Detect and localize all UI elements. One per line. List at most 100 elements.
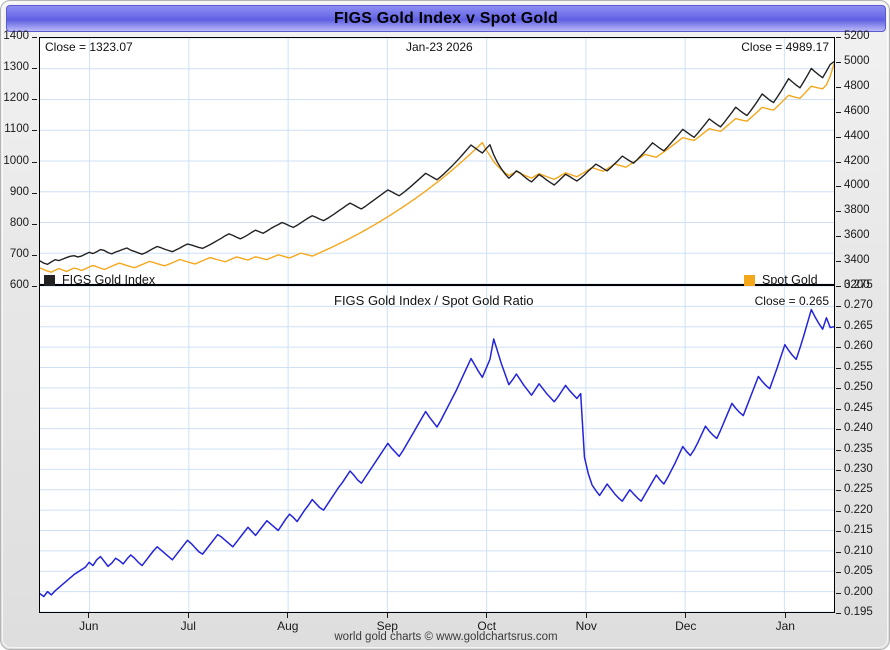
ratio-right-tick <box>836 592 841 594</box>
price-left-tick <box>32 192 37 194</box>
ratio-right-tick-label: 0.215 <box>844 524 873 537</box>
ratio-right-tick <box>836 531 841 533</box>
x-axis-tick <box>585 613 587 618</box>
footer-credit: world gold charts © www.goldchartsrus.co… <box>334 631 558 643</box>
square-marker-icon <box>44 274 55 286</box>
x-axis-tick <box>287 613 289 618</box>
price-left-tick <box>32 286 37 287</box>
ratio-right-tick <box>836 388 841 390</box>
ratio-right-tick <box>836 286 841 287</box>
price-right-tick-label: 5000 <box>844 54 870 67</box>
top-close-right-label: Close = 4989.17 <box>741 40 829 54</box>
ratio-right-tick-label: 0.270 <box>844 299 873 312</box>
price-right-tick-label: 5200 <box>844 30 870 42</box>
ratio-right-tick-label: 0.245 <box>844 401 873 414</box>
window-title-bar: FIGS Gold Index v Spot Gold <box>6 5 886 32</box>
legend-label-figs: FIGS Gold Index <box>62 273 156 287</box>
price-left-tick-label: 1100 <box>4 123 29 136</box>
ratio-right-tick-label: 0.210 <box>844 544 873 557</box>
ratio-panel <box>39 286 835 613</box>
ratio-right-tick <box>836 490 841 492</box>
x-axis-tick-label: Jun <box>79 619 99 633</box>
price-left-tick-label: 1300 <box>3 61 29 74</box>
ratio-close-label: Close = 0.265 <box>754 294 829 308</box>
x-axis-tick <box>386 613 388 618</box>
price-left-tick-label: 1000 <box>3 154 29 167</box>
ratio-right-tick-label: 0.265 <box>844 319 873 332</box>
x-axis-tick <box>784 613 786 618</box>
price-left-tick-label: 700 <box>9 247 29 260</box>
ratio-right-tick-label: 0.200 <box>844 585 873 598</box>
price-left-tick <box>32 254 37 256</box>
price-right-tick-label: 4400 <box>844 129 870 142</box>
price-right-tick <box>836 136 841 138</box>
price-left-tick-label: 1400 <box>3 30 29 42</box>
price-right-tick <box>836 186 841 188</box>
x-axis-tick-label: Oct <box>477 619 497 633</box>
price-left-tick-label: 1200 <box>3 92 29 105</box>
price-right-tick-label: 4200 <box>844 154 870 167</box>
ratio-right-tick-label: 0.195 <box>844 606 873 618</box>
x-axis-tick-label: Nov <box>575 619 597 633</box>
square-marker-icon <box>744 274 755 286</box>
x-axis-tick-label: Dec <box>675 619 697 633</box>
price-panel <box>39 37 835 286</box>
x-axis-tick <box>187 613 189 618</box>
ratio-right-tick-label: 0.225 <box>844 483 873 496</box>
ratio-right-tick <box>836 613 841 614</box>
top-date-label: Jan-23 2026 <box>406 40 473 54</box>
ratio-right-tick-label: 0.240 <box>844 422 873 435</box>
price-right-tick-label: 4600 <box>844 104 870 117</box>
x-axis-tick-label: Jan <box>775 619 795 633</box>
price-right-tick <box>836 61 841 63</box>
ratio-right-tick <box>836 429 841 431</box>
price-right-tick <box>836 261 841 263</box>
price-right-tick <box>836 86 841 88</box>
ratio-right-tick-label: 0.235 <box>844 442 873 455</box>
x-axis-tick <box>486 613 488 618</box>
price-left-tick <box>32 99 37 101</box>
ratio-right-tick-label: 0.220 <box>844 503 873 516</box>
price-left-tick <box>32 130 37 132</box>
x-axis-tick-label: Aug <box>277 619 299 633</box>
ratio-right-tick <box>836 510 841 512</box>
ratio-right-tick <box>836 306 841 308</box>
ratio-right-tick-label: 0.205 <box>844 565 873 578</box>
price-right-tick-label: 4800 <box>844 79 870 92</box>
ratio-right-tick <box>836 367 841 369</box>
price-right-tick <box>836 236 841 238</box>
price-left-tick-label: 600 <box>9 279 29 291</box>
ratio-right-tick <box>836 572 841 574</box>
ratio-right-tick <box>836 326 841 328</box>
legend-spot-gold: Spot Gold <box>744 273 818 287</box>
ratio-panel-plot <box>40 286 834 612</box>
ratio-right-tick <box>836 469 841 471</box>
price-right-tick <box>836 37 841 38</box>
legend-label-spot: Spot Gold <box>762 273 818 287</box>
price-panel-plot <box>40 38 834 284</box>
ratio-right-tick-label: 0.250 <box>844 381 873 394</box>
price-left-tick-label: 900 <box>9 185 29 198</box>
price-right-tick <box>836 161 841 163</box>
ratio-right-tick <box>836 551 841 553</box>
price-right-tick <box>836 111 841 113</box>
ratio-panel-title: FIGS Gold Index / Spot Gold Ratio <box>334 293 534 308</box>
price-right-tick-label: 4000 <box>844 179 870 192</box>
x-axis-tick <box>88 613 90 618</box>
price-right-tick-label: 3400 <box>844 254 870 267</box>
ratio-right-tick <box>836 449 841 451</box>
price-left-tick-label: 800 <box>9 216 29 229</box>
price-left-tick <box>32 37 37 38</box>
ratio-right-tick <box>836 408 841 410</box>
ratio-right-tick-label: 0.255 <box>844 360 873 373</box>
price-right-tick-label: 3200 <box>844 279 870 291</box>
ratio-right-tick-label: 0.260 <box>844 340 873 353</box>
ratio-right-tick <box>836 347 841 349</box>
page-title: FIGS Gold Index v Spot Gold <box>333 9 559 27</box>
price-left-tick <box>32 161 37 163</box>
x-axis-tick-label: Sep <box>376 619 398 633</box>
price-left-tick <box>32 223 37 225</box>
price-right-tick-label: 3600 <box>844 229 870 242</box>
ratio-right-tick-label: 0.275 <box>844 279 873 291</box>
